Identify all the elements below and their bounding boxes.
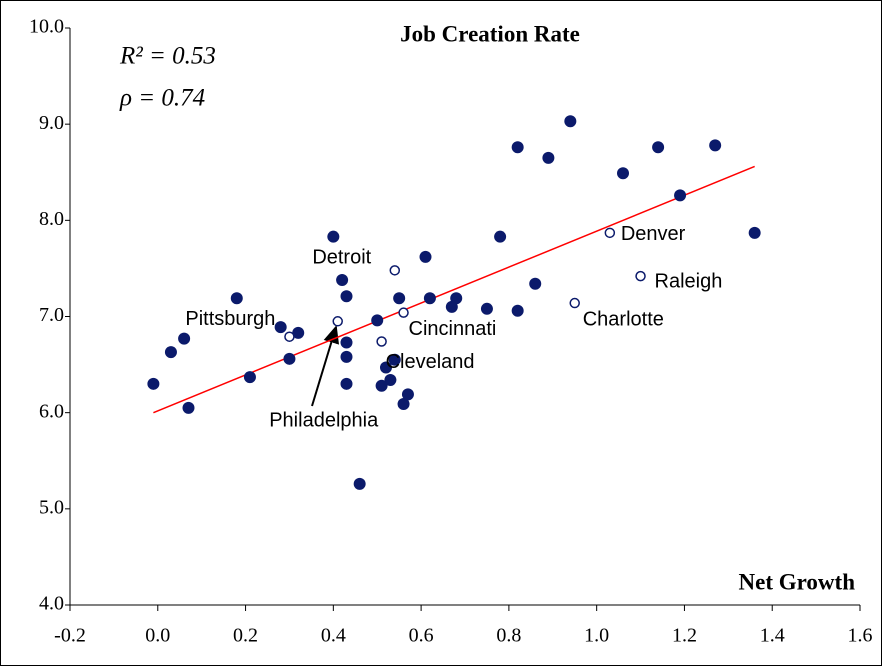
point [283, 352, 296, 365]
city-label: Charlotte [583, 308, 664, 330]
point [709, 139, 722, 152]
point [617, 167, 629, 180]
point [274, 321, 287, 334]
point [353, 477, 366, 490]
annotation: ρ = 0.74 [119, 85, 205, 112]
x-tick-label: 0.0 [145, 625, 170, 647]
point [423, 292, 436, 305]
point [147, 377, 160, 390]
point [564, 115, 577, 128]
x-tick-label: 0.2 [233, 625, 258, 647]
point [327, 230, 340, 243]
city-point [635, 270, 646, 282]
x-tick-label: 1.0 [584, 625, 609, 647]
point [243, 371, 256, 384]
x-tick-label: 0.6 [409, 625, 434, 647]
city-point [398, 307, 409, 318]
point [292, 326, 305, 339]
trendline [153, 165, 755, 414]
point [393, 292, 406, 305]
annotation: R² = 0.53 [119, 43, 216, 70]
city-point [284, 331, 295, 342]
point [178, 332, 191, 345]
point [748, 226, 761, 239]
x-tick-label: 0.4 [321, 625, 346, 647]
city-point [569, 297, 580, 309]
y-tick-label: 9.0 [39, 112, 64, 134]
city-point [604, 227, 616, 239]
point [652, 141, 665, 154]
x-axis-label: Net Growth [739, 569, 856, 594]
point [230, 292, 243, 305]
y-tick-label: 4.0 [39, 593, 64, 615]
city-label: Raleigh [655, 270, 723, 292]
point [340, 350, 353, 363]
point [511, 141, 524, 154]
chart-title: Job Creation Rate [400, 21, 580, 46]
city-label: Pittsburgh [185, 308, 275, 330]
point [401, 388, 414, 401]
point [371, 314, 384, 327]
y-tick-label: 7.0 [39, 304, 64, 326]
point [340, 290, 353, 303]
point [445, 300, 458, 313]
x-tick-label: -0.2 [54, 625, 86, 647]
y-tick-label: 6.0 [39, 400, 64, 422]
city-label: Cincinnati [409, 318, 497, 340]
y-tick-label: 10.0 [29, 16, 64, 38]
point [336, 273, 349, 286]
x-tick-label: 1.6 [848, 625, 873, 647]
point [340, 336, 353, 349]
city-label: Detroit [312, 247, 371, 269]
point [164, 346, 177, 359]
point [529, 277, 542, 290]
city-point [332, 316, 343, 327]
point [384, 373, 397, 386]
y-tick-label: 8.0 [39, 208, 64, 230]
point [340, 377, 353, 390]
point [542, 151, 555, 164]
x-tick-label: 0.8 [496, 625, 521, 647]
point [494, 230, 507, 243]
point [375, 379, 388, 392]
point [511, 304, 524, 317]
city-label: Cleveland [386, 351, 475, 373]
point [419, 250, 432, 263]
point [674, 189, 687, 202]
city-label: Denver [621, 223, 686, 245]
x-tick-label: 1.4 [760, 625, 785, 647]
city-point [376, 336, 387, 347]
point [388, 353, 401, 366]
y-tick-label: 5.0 [39, 496, 64, 518]
x-tick-label: 1.2 [672, 625, 697, 647]
point [397, 398, 410, 411]
point [182, 401, 195, 414]
point [480, 302, 493, 315]
city-point [389, 265, 401, 276]
point [380, 361, 392, 374]
city-label: Philadelphia [269, 410, 379, 432]
